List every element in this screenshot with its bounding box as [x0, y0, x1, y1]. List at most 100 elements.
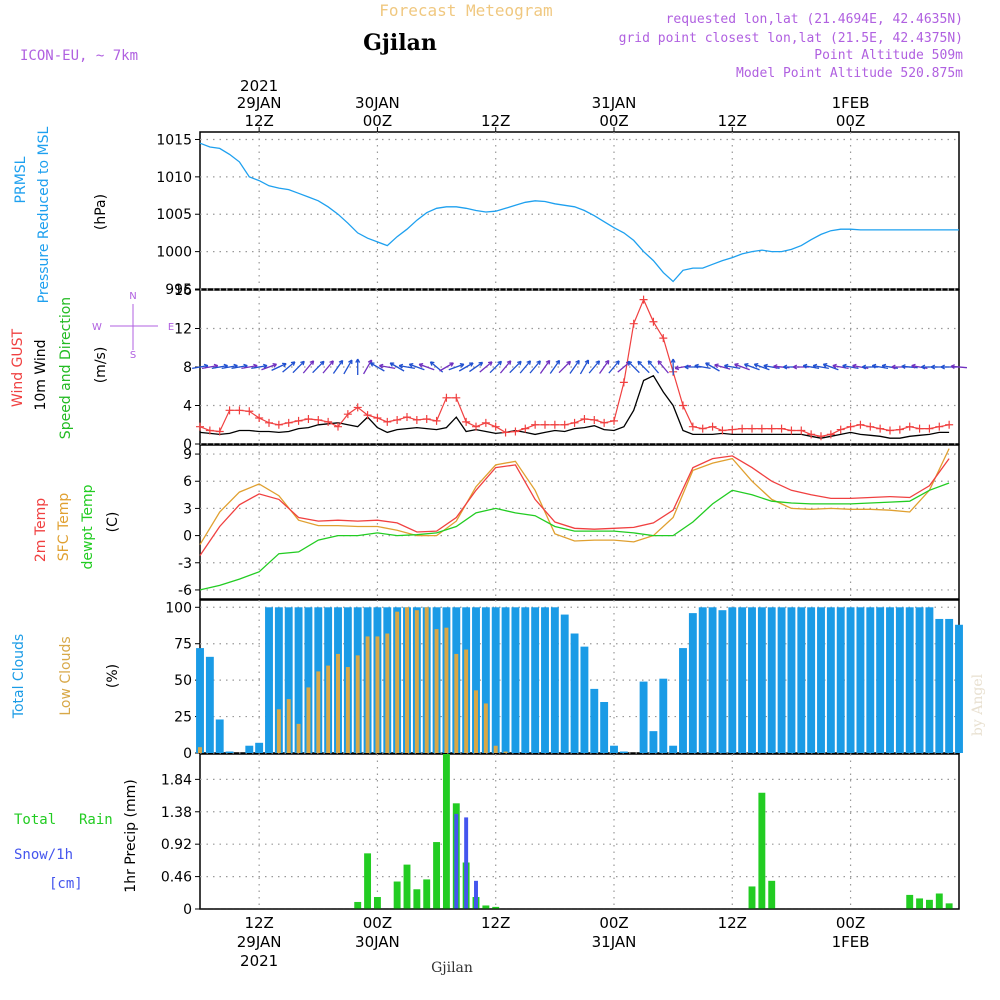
- precip-unit: 1hr Precip (mm): [123, 779, 139, 892]
- rain-bar: [492, 906, 500, 909]
- wind-dir-shaft: [832, 364, 849, 370]
- total-cloud-bar: [886, 607, 894, 753]
- total-cloud-bar: [274, 607, 283, 753]
- wind-dir-head: [647, 360, 653, 365]
- wind-dir-shaft: [579, 359, 589, 375]
- wind-dir-head: [753, 363, 759, 368]
- wind-dir-shaft: [569, 360, 580, 374]
- wind-dir-shaft: [705, 362, 720, 372]
- gust-marker: [915, 424, 924, 433]
- wind-dir-arrow: [379, 363, 396, 370]
- gust-marker: [787, 426, 796, 435]
- pressure-panel: [199, 131, 960, 290]
- wind-dir-head: [497, 360, 502, 366]
- wind-dir-head: [575, 359, 580, 365]
- low-cloud-bar: [474, 690, 478, 753]
- wind-dir-head: [536, 360, 541, 365]
- gust-marker: [274, 420, 283, 429]
- wind-dir-head: [734, 363, 739, 368]
- wind-dir-head: [724, 363, 729, 369]
- wind-dir-arrow: [312, 360, 325, 374]
- wind-dir-arrow: [549, 359, 561, 374]
- time-label-top: 00Z: [599, 112, 628, 130]
- wind-dir-arrow: [647, 360, 660, 374]
- wind-dir-head: [657, 360, 663, 365]
- temp-unit: (C): [105, 512, 121, 533]
- wind-dir-shaft: [608, 360, 620, 374]
- total-cloud-bar: [304, 607, 313, 753]
- gust-marker: [886, 426, 894, 435]
- wind-dir-shaft: [332, 360, 344, 374]
- wind-dir-arrow: [588, 360, 601, 374]
- wind-dir-shaft: [370, 362, 385, 372]
- wind-dir-arrow: [579, 359, 590, 375]
- y-tick-label: 16: [174, 283, 192, 299]
- year-label-bottom: 2021: [240, 952, 278, 970]
- gust-marker: [432, 416, 441, 425]
- low-cloud-bar: [424, 607, 429, 753]
- wind-dir-head: [290, 361, 296, 366]
- gust-marker: [600, 418, 609, 427]
- rain-bar: [482, 905, 490, 909]
- gust-marker: [452, 393, 461, 402]
- y-tick-label: 0.92: [161, 837, 192, 853]
- gust-marker: [590, 415, 599, 424]
- total-cloud-bar: [856, 607, 865, 753]
- gust-marker: [905, 422, 914, 431]
- wind-dir-head: [940, 364, 945, 370]
- wind-dir-arrow: [657, 360, 669, 374]
- wind-dir-arrow: [911, 363, 928, 370]
- snow-bar: [464, 817, 469, 909]
- gust-marker: [659, 334, 668, 343]
- wind-dir-head: [911, 363, 916, 369]
- wind-dir-arrow: [489, 360, 502, 374]
- wind-dir-shaft: [448, 363, 465, 371]
- temp-label-2: SFC Temp: [56, 493, 72, 562]
- low-cloud-bar: [454, 653, 459, 753]
- compass-w: W: [92, 322, 102, 333]
- wind-dir-head: [604, 359, 610, 365]
- chart-title: Forecast Meteogram: [379, 1, 552, 20]
- total-cloud-bar: [797, 607, 806, 753]
- wind-dir-arrow: [261, 363, 278, 371]
- gust-marker: [472, 422, 480, 431]
- wind-dir-head: [379, 363, 384, 369]
- gust-marker: [491, 422, 500, 431]
- total-cloud-bar: [866, 607, 875, 753]
- date-label-bottom: 29JAN: [237, 933, 282, 951]
- wind-dir-head: [615, 360, 620, 365]
- gust-marker: [826, 430, 835, 439]
- wind-dir-shaft: [694, 364, 711, 370]
- y-tick-label: 1.84: [161, 772, 192, 788]
- y-tick-label: 25: [174, 710, 192, 726]
- wind-dir-shaft: [261, 363, 277, 371]
- total-cloud-bar: [915, 607, 924, 753]
- rain-bar: [935, 893, 943, 909]
- wind-dir-arrow: [812, 363, 829, 370]
- low-cloud-bar: [296, 723, 301, 753]
- wind-dir-arrow: [292, 360, 305, 374]
- wind-dir-head: [429, 361, 435, 366]
- time-label-top: 12Z: [481, 112, 510, 130]
- total-cloud-bar: [580, 646, 589, 753]
- wind-dir-arrow: [569, 359, 580, 374]
- wind-dir-shaft: [201, 364, 218, 370]
- wind-dir-shaft: [911, 364, 928, 370]
- wind-dir-shaft: [529, 360, 541, 374]
- wind-dir-shaft: [675, 364, 691, 370]
- total-cloud-bar: [550, 607, 559, 753]
- rain-bar: [748, 886, 756, 909]
- wind-dir-shaft: [399, 364, 415, 370]
- y-axes: 99510001005101010150481216-6-30369025507…: [156, 132, 200, 918]
- rain-bar: [945, 903, 953, 909]
- wind-dir-head: [881, 363, 887, 369]
- wind-dir-shaft: [627, 360, 640, 374]
- y-tick-label: 0: [183, 746, 192, 762]
- total-cloud-bar: [491, 607, 500, 753]
- wind-dir-arrow: [369, 362, 385, 372]
- date-label-bottom: 1FEB: [832, 933, 870, 951]
- wind-dir-head: [812, 363, 818, 369]
- gust-marker: [363, 411, 372, 420]
- wind-dir-head: [449, 362, 454, 367]
- gust-marker: [531, 420, 540, 429]
